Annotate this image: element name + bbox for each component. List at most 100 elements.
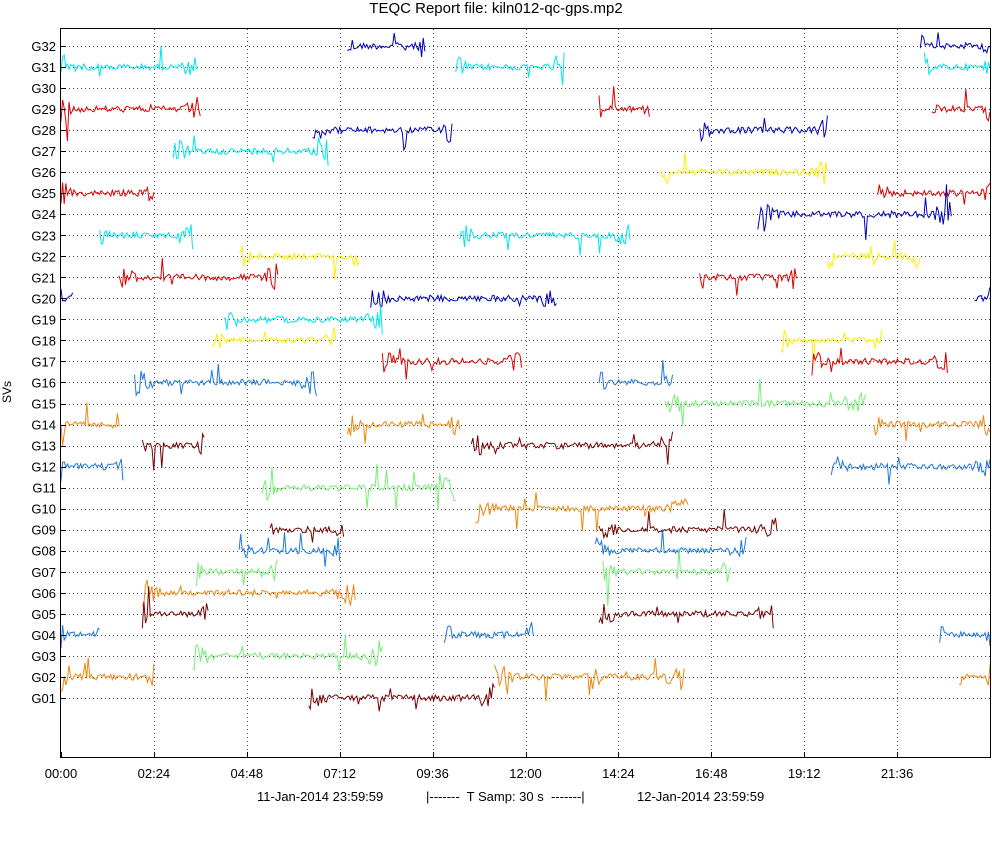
x-tick-label: 00:00 (45, 766, 78, 781)
y-tick-label: G01 (31, 691, 56, 706)
sv-track-g11 (261, 464, 456, 510)
x-tick-label: 21:36 (881, 766, 914, 781)
sv-track-g22 (826, 240, 921, 270)
chart-title: TEQC Report file: kiln012-qc-gps.mp2 (369, 0, 623, 17)
y-tick-label: G05 (31, 607, 56, 622)
series-lines (60, 32, 991, 712)
sv-track-g14 (346, 413, 461, 444)
sv-track-g26 (660, 152, 828, 185)
x-tick-label: 19:12 (788, 766, 821, 781)
sv-track-g04 (443, 622, 534, 643)
y-tick-label: G13 (31, 439, 56, 454)
y-tick-label: G02 (31, 670, 56, 685)
sv-track-g16 (134, 363, 317, 398)
sv-track-g18 (211, 327, 337, 349)
sv-track-g28 (699, 115, 828, 143)
sv-track-g23 (99, 224, 194, 250)
y-tick-label: G06 (31, 586, 56, 601)
y-tick-label: G12 (31, 460, 56, 475)
sv-track-g03 (192, 634, 383, 671)
footer-end-time: 12-Jan-2014 23:59:59 (637, 789, 765, 804)
y-tick-label: G26 (31, 165, 56, 180)
sv-track-g15 (664, 378, 867, 427)
sv-track-g18 (780, 329, 883, 364)
y-tick-label: G21 (31, 270, 56, 285)
x-tick-label: 02:24 (138, 766, 171, 781)
footer-sampling: |------- T Samp: 30 s -------| (426, 789, 585, 804)
y-tick-label: G20 (31, 291, 56, 306)
sv-track-g17 (381, 348, 523, 380)
x-tick-label: 07:12 (323, 766, 356, 781)
y-tick-label: G14 (31, 418, 56, 433)
sv-track-g02 (494, 658, 685, 702)
sv-track-g31 (455, 52, 565, 86)
y-tick-label: G15 (31, 397, 56, 412)
y-tick-label: G10 (31, 502, 56, 517)
sv-track-g29 (598, 86, 650, 118)
sv-track-g25 (60, 182, 155, 204)
sv-track-g05 (598, 603, 774, 629)
sv-track-g23 (459, 224, 631, 256)
sv-track-g14 (60, 402, 120, 446)
y-tick-label: G22 (31, 249, 56, 264)
sv-track-g09 (269, 523, 345, 543)
sv-track-g16 (598, 359, 674, 390)
sv-track-g05 (141, 586, 209, 629)
sv-track-g20 (370, 290, 557, 308)
y-tick-label: G07 (31, 565, 56, 580)
sv-track-g04 (60, 624, 100, 649)
sv-track-g01 (308, 682, 495, 712)
sv-track-g12 (830, 456, 991, 485)
y-tick-label: G19 (31, 312, 56, 327)
y-tick-label: G16 (31, 375, 56, 390)
sv-track-g10 (475, 492, 689, 532)
x-tick-label: 04:48 (231, 766, 264, 781)
sv-track-g02 (958, 664, 991, 686)
y-tick-label: G09 (31, 523, 56, 538)
x-tick-label: 16:48 (695, 766, 728, 781)
y-tick-label: G30 (31, 81, 56, 96)
sv-track-g25 (877, 182, 991, 205)
sv-track-g13 (141, 432, 205, 471)
time-footer: 11-Jan-2014 23:59:59 |------- T Samp: 30… (60, 789, 992, 849)
sv-tracking-chart: 00:00 02:24 04:48 07:12 09:36 12:00 14:24 16:48… (31, 28, 991, 781)
x-tick-label: 09:36 (416, 766, 449, 781)
sv-track-g21 (699, 268, 797, 296)
sv-track-g09 (598, 509, 778, 540)
sv-track-g08 (594, 529, 747, 558)
x-tick-label: 12:00 (509, 766, 542, 781)
sv-track-g20 (974, 287, 991, 303)
sv-track-g14 (873, 415, 991, 442)
sv-track-g28 (312, 123, 453, 152)
footer-start-time: 11-Jan-2014 23:59:59 (257, 789, 384, 804)
sv-track-g06 (141, 579, 356, 607)
sv-track-g24 (757, 184, 952, 240)
sv-track-g02 (60, 657, 155, 693)
y-tick-label: G31 (31, 60, 56, 75)
sv-track-g32 (347, 33, 426, 57)
sv-track-g27 (172, 135, 329, 166)
sv-track-g29 (60, 96, 201, 142)
x-tick-label: 14:24 (602, 766, 635, 781)
y-tick-label: G03 (31, 649, 56, 664)
y-tick-label: G08 (31, 544, 56, 559)
y-tick-label: G29 (31, 102, 56, 117)
y-tick-label: G25 (31, 186, 56, 201)
sv-track-g19 (223, 305, 383, 335)
sv-track-g04 (939, 625, 991, 647)
y-tick-label: G04 (31, 628, 56, 643)
grid (61, 29, 990, 757)
sv-track-g20 (60, 289, 74, 302)
y-tick-label: G23 (31, 228, 56, 243)
y-tick-label: G11 (32, 481, 56, 496)
sv-track-g07 (196, 560, 279, 587)
sv-track-g29 (931, 89, 991, 123)
y-tick-label: G18 (31, 333, 56, 348)
sv-track-g31 (923, 52, 991, 77)
y-tick-label: G32 (31, 39, 56, 54)
sv-track-g07 (602, 548, 732, 606)
sv-track-g21 (118, 258, 279, 291)
y-tick-label: G17 (31, 354, 56, 369)
sv-track-g13 (470, 431, 674, 465)
y-tick-label: G27 (31, 144, 56, 159)
